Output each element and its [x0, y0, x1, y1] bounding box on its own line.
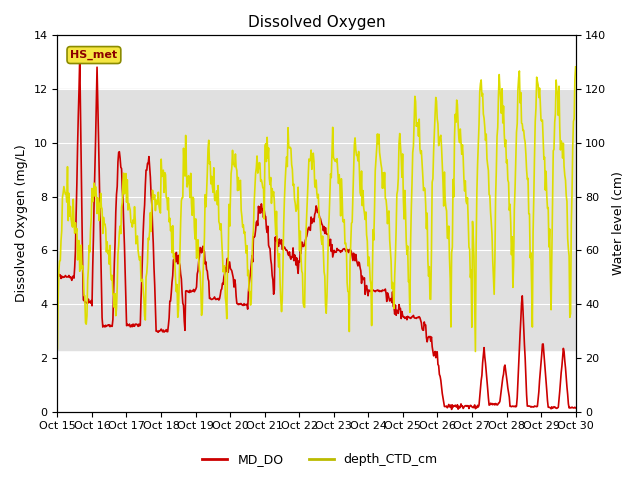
Bar	[58, 89, 575, 350]
Y-axis label: Dissolved Oxygen (mg/L): Dissolved Oxygen (mg/L)	[15, 144, 28, 302]
Title: Dissolved Oxygen: Dissolved Oxygen	[248, 15, 385, 30]
Legend: MD_DO, depth_CTD_cm: MD_DO, depth_CTD_cm	[197, 448, 443, 471]
Text: HS_met: HS_met	[70, 50, 118, 60]
Y-axis label: Water level (cm): Water level (cm)	[612, 171, 625, 276]
